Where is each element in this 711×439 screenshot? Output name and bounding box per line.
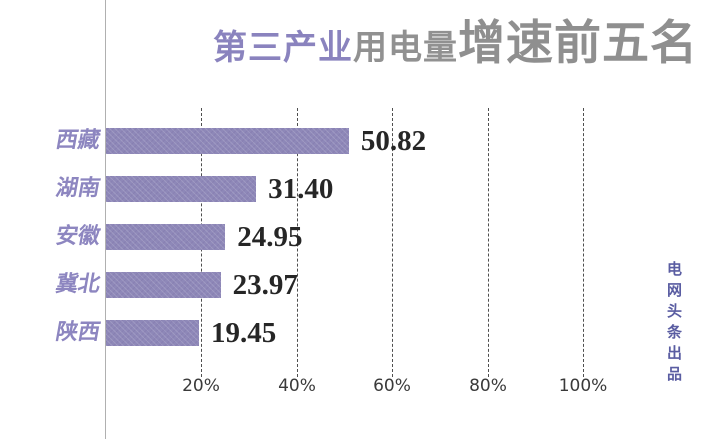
category-label: 湖南: [53, 176, 103, 201]
x-tick-20: 20%: [182, 376, 220, 396]
value-label: 19.45: [211, 317, 277, 349]
value-label: 24.95: [237, 221, 303, 253]
value-label: 23.97: [232, 269, 298, 301]
bar-xizang: [106, 128, 349, 154]
bar-hunan: [106, 176, 257, 202]
bar-shaanxi: [106, 320, 199, 346]
x-tick-100: 100%: [558, 376, 608, 396]
chart-title-highlight: 第三产业: [213, 28, 353, 68]
value-label: 31.40: [268, 173, 334, 205]
value-label: 50.82: [360, 125, 427, 157]
gridline-80pct: [488, 108, 489, 377]
category-label: 冀北: [53, 272, 103, 297]
category-label: 西藏: [53, 128, 103, 153]
x-tick-40: 40%: [278, 376, 316, 396]
category-label: 安徽: [53, 224, 103, 249]
y-axis-line: [105, 0, 106, 439]
chart-title: 第三产业 用电量 增速前五名: [213, 20, 698, 67]
gridline-40pct: [297, 108, 298, 377]
chart-title-mid: 用电量: [353, 28, 458, 68]
category-label: 陕西: [53, 320, 103, 345]
x-tick-80: 80%: [469, 376, 507, 396]
gridline-60pct: [392, 108, 393, 377]
source-watermark: 电网头条出品: [665, 261, 683, 387]
chart-title-large: 增速前五名: [458, 16, 698, 71]
bar-jibei: [106, 272, 221, 298]
gridline-100pct: [583, 108, 584, 377]
x-tick-60: 60%: [373, 376, 411, 396]
bar-anhui: [106, 224, 226, 250]
